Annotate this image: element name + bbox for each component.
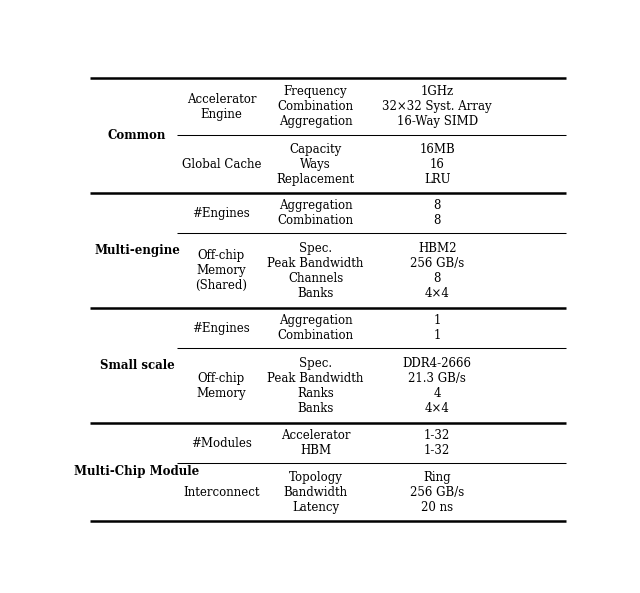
Text: 1
1: 1 1 [433,314,441,342]
Text: Accelerator
HBM: Accelerator HBM [281,429,350,457]
Text: #Engines: #Engines [193,207,250,220]
Text: Small scale: Small scale [100,359,175,372]
Text: Frequency
Combination
Aggregation: Frequency Combination Aggregation [278,85,354,128]
Text: Off-chip
Memory
(Shared): Off-chip Memory (Shared) [195,249,247,292]
Text: #Engines: #Engines [193,322,250,334]
Text: 8
8: 8 8 [433,199,441,227]
Text: Interconnect: Interconnect [183,486,260,499]
Text: Spec.
Peak Bandwidth
Channels
Banks: Spec. Peak Bandwidth Channels Banks [268,242,364,299]
Text: #Modules: #Modules [191,436,252,449]
Text: Multi-Chip Module: Multi-Chip Module [74,466,200,479]
Text: Global Cache: Global Cache [182,158,261,171]
Text: 16MB
16
LRU: 16MB 16 LRU [419,143,455,186]
Text: Common: Common [108,129,166,142]
Text: Capacity
Ways
Replacement: Capacity Ways Replacement [276,143,355,186]
Text: Off-chip
Memory: Off-chip Memory [196,372,246,400]
Text: Multi-engine: Multi-engine [94,244,180,257]
Text: Aggregation
Combination: Aggregation Combination [278,199,354,227]
Text: Accelerator
Engine: Accelerator Engine [187,93,256,121]
Text: Ring
256 GB/s
20 ns: Ring 256 GB/s 20 ns [410,471,464,514]
Text: Topology
Bandwidth
Latency: Topology Bandwidth Latency [284,471,348,514]
Text: Spec.
Peak Bandwidth
Ranks
Banks: Spec. Peak Bandwidth Ranks Banks [268,357,364,415]
Text: HBM2
256 GB/s
8
4×4: HBM2 256 GB/s 8 4×4 [410,242,464,299]
Text: 1-32
1-32: 1-32 1-32 [424,429,451,457]
Text: 1GHz
32×32 Syst. Array
16-Way SIMD: 1GHz 32×32 Syst. Array 16-Way SIMD [382,85,492,128]
Text: DDR4-2666
21.3 GB/s
4
4×4: DDR4-2666 21.3 GB/s 4 4×4 [403,357,472,415]
Text: Aggregation
Combination: Aggregation Combination [278,314,354,342]
